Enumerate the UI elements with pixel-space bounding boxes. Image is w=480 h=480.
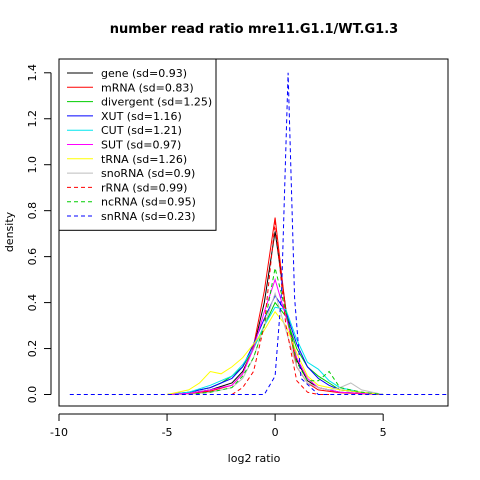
legend-label-4: CUT (sd=1.21) (101, 124, 182, 137)
legend-label-6: tRNA (sd=1.26) (101, 153, 187, 166)
y-tick-label: 1.4 (26, 64, 39, 82)
y-axis: 0.0 0.2 0.4 0.6 0.8 1.0 1.2 1.4 (26, 64, 52, 404)
x-axis: -10 -5 0 5 (50, 413, 387, 439)
legend-label-2: divergent (sd=1.25) (101, 96, 212, 109)
series-line-5 (167, 277, 384, 395)
x-tick-label: 5 (380, 426, 387, 439)
legend-label-9: ncRNA (sd=0.95) (101, 196, 196, 209)
y-tick-label: 0.2 (26, 340, 39, 358)
x-tick-label: -10 (50, 426, 68, 439)
y-axis-label: density (3, 211, 16, 252)
series-line-8 (231, 222, 330, 395)
legend-label-7: snoRNA (sd=0.9) (101, 167, 195, 180)
chart-title: number read ratio mre11.G1.1/WT.G1.3 (110, 22, 398, 37)
x-tick-label: -5 (162, 426, 173, 439)
x-axis-label: log2 ratio (228, 452, 281, 465)
y-tick-label: 0.8 (26, 202, 39, 220)
y-tick-label: 0.4 (26, 294, 39, 312)
x-tick-label: 0 (272, 426, 279, 439)
series-line-3 (167, 294, 384, 395)
plot-frame (58, 58, 449, 407)
legend-label-0: gene (sd=0.93) (101, 67, 187, 80)
y-tick-label: 0.6 (26, 248, 39, 266)
series-line-4 (167, 306, 384, 395)
legend-label-8: rRNA (sd=0.99) (101, 181, 187, 194)
y-tick-label: 0.0 (26, 386, 39, 404)
legend-label-1: mRNA (sd=0.83) (101, 81, 194, 94)
series-line-1 (167, 217, 384, 395)
series-line-9 (188, 267, 384, 395)
series-line-6 (166, 310, 384, 395)
legend-label-10: snRNA (sd=0.23) (101, 210, 196, 223)
series-layer (69, 72, 448, 395)
y-tick-label: 1.0 (26, 156, 39, 174)
legend: gene (sd=0.93)mRNA (sd=0.83) divergent (s… (58, 58, 217, 231)
series-line-10 (69, 72, 448, 395)
series-line-7 (188, 291, 384, 395)
legend-label-3: XUT (sd=1.16) (101, 110, 182, 123)
y-tick-label: 1.2 (26, 110, 39, 128)
legend-label-5: SUT (sd=0.97) (101, 139, 181, 152)
